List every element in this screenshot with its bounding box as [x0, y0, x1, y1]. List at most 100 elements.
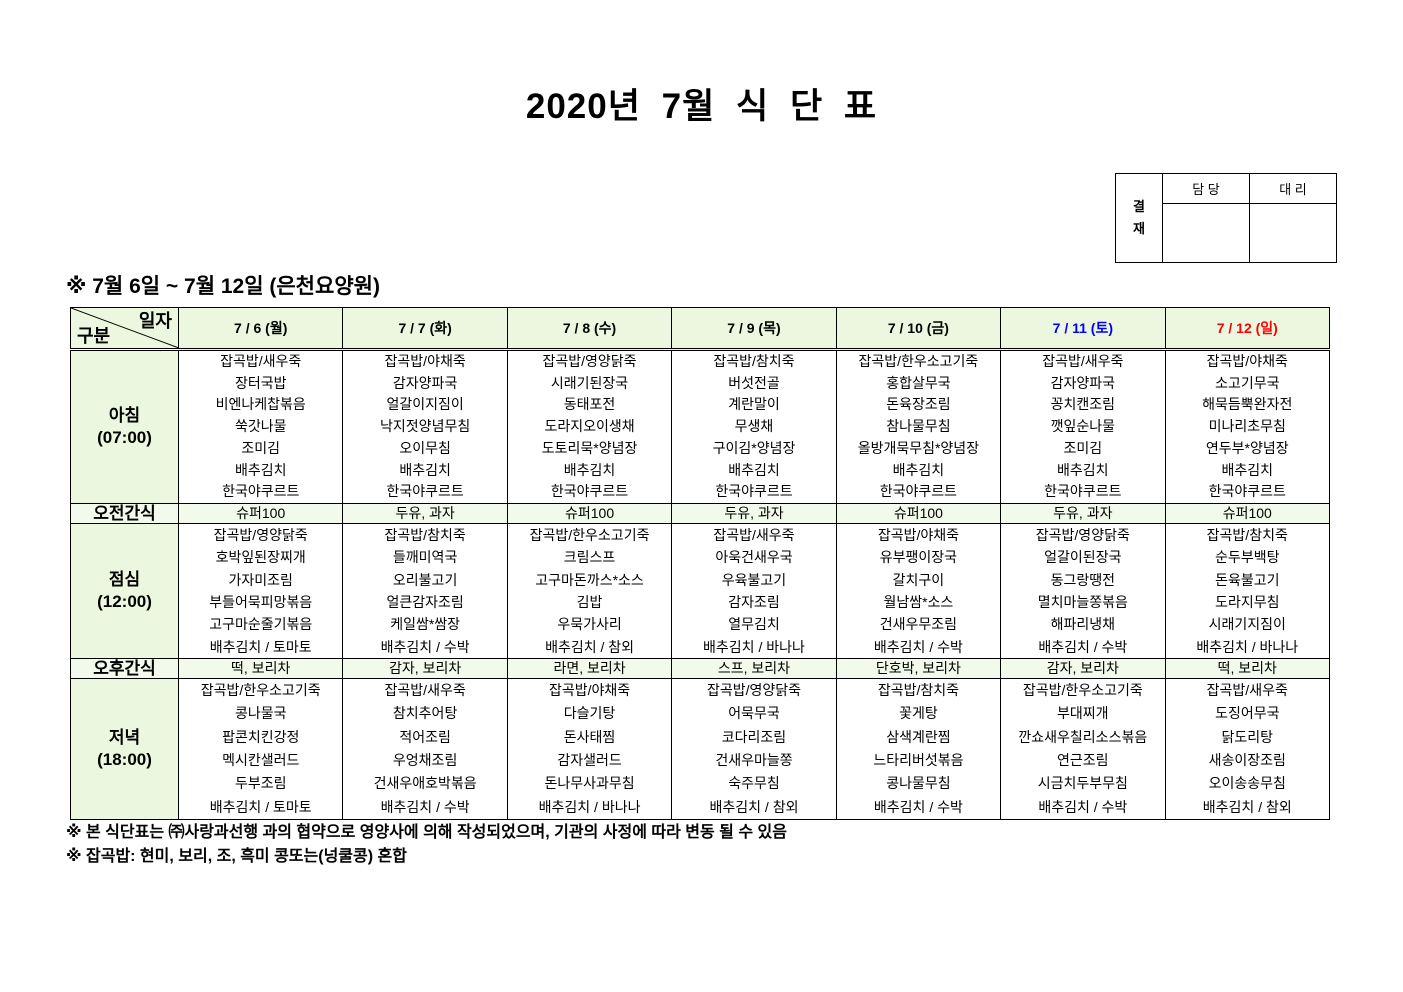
menu-cell: 잡곡밥/영양닭죽 호박잎된장찌개 가자미조림 부들어묵피망볶음 고구마순줄기볶음 배추김치… [177, 523, 344, 659]
category-label: 저녁 (18:00) [70, 678, 179, 820]
menu-item: 잡곡밥/참치죽 [1206, 527, 1288, 544]
menu-cell: 잡곡밥/한우소고기죽 부대찌개 깐쇼새우칠리소스볶음 연근조림 시금치두부무침 배추김치 … [1000, 678, 1166, 820]
menu-item: 꽃게탕 [899, 705, 938, 722]
snack-row: 오전간식 슈퍼100 두유, 과자 슈퍼100 두유, 과자 슈퍼100 두유, 과자 슈퍼1… [70, 503, 1331, 524]
menu-cell: 스프, 보리차 [671, 658, 837, 679]
menu-item: 얼갈이지짐이 [386, 396, 464, 413]
menu-cell: 슈퍼100 [506, 503, 673, 524]
approval-sign-manager[interactable] [1162, 203, 1250, 263]
menu-item: 멕시칸샐러드 [222, 752, 300, 768]
meal-row: 저녁 (18:00) 잡곡밥/한우소고기죽 콩나물국 팝콘치킨강정 멕시칸샐러드 두부조림 배… [70, 678, 1331, 820]
category-time: (18:00) [97, 750, 152, 769]
menu-item: 잡곡밥/야채죽 [384, 353, 466, 370]
menu-item: 도라지오이생채 [544, 418, 635, 435]
menu-item: 잡곡밥/한우소고기죽 [858, 353, 979, 370]
menu-item: 콩나물무침 [886, 775, 951, 792]
menu-item: 배추김치 [1057, 461, 1109, 478]
menu-item: 닭도리탕 [1221, 728, 1274, 745]
corner-category-label: 구분 [77, 326, 111, 346]
menu-cell: 잡곡밥/영양닭죽 시래기된장국 동태포전 도라지오이생채 도토리묵*양념장 배추김치 한국야… [506, 349, 673, 504]
menu-item: 배추김치 [399, 461, 451, 478]
menu-item: 감자샐러드 [557, 752, 622, 768]
menu-item: 잡곡밥/새우죽 [220, 353, 302, 370]
corner-date-label: 일자 [138, 311, 172, 331]
menu-item: 고구마돈까스*소스 [535, 571, 644, 588]
menu-item: 오이무침 [399, 439, 451, 456]
menu-item: 오이송송무침 [1208, 775, 1286, 792]
menu-item: 잡곡밥/한우소고기죽 [1022, 682, 1143, 699]
menu-item: 한국야쿠르트 [1208, 483, 1286, 500]
day-header: 7 / 7 (화) [342, 307, 508, 351]
menu-item: 잡곡밥/새우죽 [713, 527, 795, 544]
approval-label-bottom: 재 [1133, 221, 1145, 236]
menu-cell: 잡곡밥/한우소고기죽 콩나물국 팝콘치킨강정 멕시칸샐러드 두부조림 배추김치 / 토마토 [177, 678, 344, 820]
menu-item: 잡곡밥/새우죽 [1042, 353, 1124, 370]
menu-item: 배추김치 / 토마토 [209, 798, 312, 815]
menu-item: 시래기된장국 [550, 374, 629, 391]
menu-item: 돈사태찜 [563, 728, 616, 745]
menu-item: 무생채 [734, 418, 774, 435]
approval-sign-deputy[interactable] [1249, 203, 1337, 263]
day-header: 7 / 12 (일) [1164, 307, 1331, 351]
menu-item: 배추김치 / 참외 [545, 638, 635, 655]
menu-item: 배추김치 / 수박 [873, 638, 963, 655]
menu-item: 새송이장조림 [1208, 752, 1286, 768]
menu-cell: 잡곡밥/한우소고기죽 홍합살무국 돈육장조림 참나물무침 올방개묵무침*양념장 배추김치 한… [835, 349, 1002, 504]
menu-item: 콩나물국 [234, 705, 287, 722]
category-time: (07:00) [97, 428, 152, 447]
menu-item: 어묵무국 [728, 705, 780, 722]
menu-cell: 두유, 과자 [1000, 503, 1166, 524]
menu-item: 소고기무국 [1215, 374, 1280, 391]
menu-item: 해묵듬뿍완자전 [1202, 396, 1293, 413]
menu-item: 배추김치 / 수박 [380, 638, 470, 655]
menu-item: 배추김치 [563, 461, 616, 478]
menu-cell: 슈퍼100 [177, 503, 344, 524]
menu-item: 느타리버섯볶음 [873, 752, 964, 768]
menu-item: 코다리조림 [721, 728, 787, 745]
category-label: 오전간식 [70, 503, 179, 524]
menu-item: 깻잎순나물 [1050, 418, 1116, 435]
menu-item: 돈육불고기 [1215, 571, 1280, 588]
menu-item: 한국야쿠르트 [879, 483, 958, 500]
note-line: ※ 본 식단표는 ㈜사랑과선행 과의 협약으로 영양사에 의해 작성되었으며, … [66, 824, 787, 841]
menu-item: 한국야쿠르트 [222, 483, 300, 500]
menu-item: 한국야쿠르트 [550, 483, 629, 500]
menu-item: 잡곡밥/참치죽 [384, 527, 466, 544]
menu-item: 삼색계란찜 [886, 728, 951, 745]
menu-item: 크림스프 [563, 549, 616, 566]
menu-cell: 잡곡밥/야채죽 소고기무국 해묵듬뿍완자전 미나리초무침 연두부*양념장 배추김치 한국야쿠… [1164, 349, 1331, 504]
approval-col-deputy: 대 리 [1249, 173, 1337, 204]
menu-cell: 단호박, 보리차 [835, 658, 1002, 679]
menu-cell: 잡곡밥/새우죽 참치추어탕 적어조림 우엉채조림 건새우애호박볶음 배추김치 / 수박 [342, 678, 508, 820]
menu-item: 유부팽이장국 [879, 549, 958, 566]
menu-item: 우묵가사리 [557, 616, 622, 633]
meal-row: 아침 (07:00) 잡곡밥/새우죽 장터국밥 비엔나케찹볶음 쑥갓나물 조미김 배추김치 한국… [70, 349, 1331, 504]
menu-item: 감자조림 [728, 594, 780, 610]
menu-cell: 감자, 보리차 [1000, 658, 1166, 679]
menu-item: 동그랑땡전 [1050, 571, 1116, 588]
note-line: ※ 잡곡밥: 현미, 보리, 조, 흑미 콩또는(넝쿨콩) 혼합 [66, 848, 407, 865]
approval-label: 결 재 [1115, 173, 1163, 263]
menu-item: 참나물무침 [886, 418, 951, 435]
menu-item: 배추김치 / 바나나 [703, 638, 805, 655]
menu-item: 구이김*양념장 [712, 439, 796, 456]
menu-cell: 라면, 보리차 [506, 658, 673, 679]
header-row: 일자 구분 7 / 6 (월) 7 / 7 (화) 7 / 8 (수) 7 / 9 (목)… [70, 307, 1331, 351]
menu-item: 잡곡밥/야채죽 [1206, 353, 1288, 370]
category-name: 오전간식 [93, 504, 156, 523]
menu-item: 배추김치 / 수박 [1038, 638, 1128, 655]
menu-item: 들깨미역국 [392, 549, 458, 566]
menu-item: 배추김치 / 수박 [1038, 798, 1128, 815]
menu-item: 쑥갓나물 [234, 418, 287, 435]
menu-item: 잡곡밥/야채죽 [548, 682, 631, 699]
menu-item: 시래기지짐이 [1208, 616, 1286, 633]
menu-item: 숙주무침 [728, 775, 780, 792]
menu-item: 잡곡밥/영양닭죽 [542, 353, 637, 370]
menu-item: 연근조림 [1057, 752, 1109, 768]
menu-item: 버섯전골 [728, 374, 780, 391]
menu-item: 김밥 [576, 594, 603, 610]
menu-item: 시금치두부무침 [1037, 775, 1128, 792]
menu-item: 감자양파국 [392, 374, 458, 391]
menu-item: 적어조림 [399, 728, 451, 745]
